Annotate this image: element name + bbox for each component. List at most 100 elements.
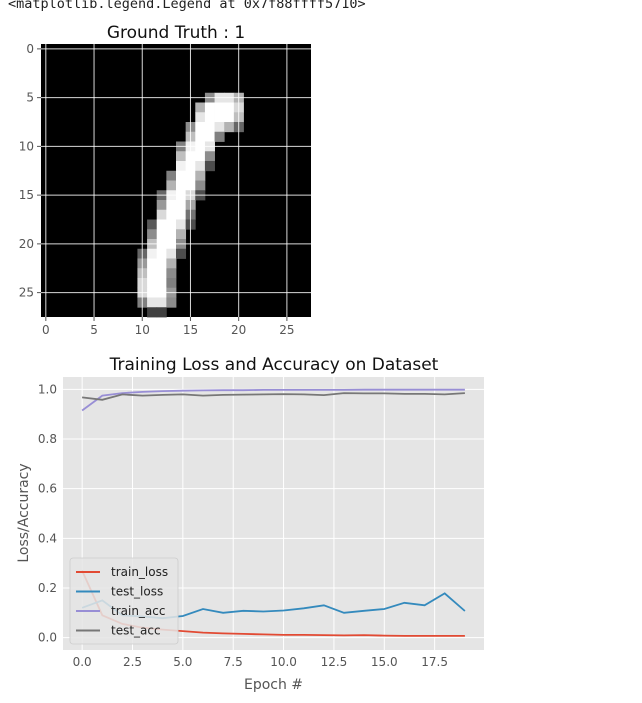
image-pixel bbox=[195, 151, 206, 162]
image-chart-title: Ground Truth : 1 bbox=[107, 23, 245, 43]
image-pixel bbox=[147, 258, 158, 269]
y-tick-label: 0.4 bbox=[38, 531, 57, 545]
image-pixel bbox=[156, 219, 167, 230]
image-pixel bbox=[176, 200, 187, 211]
image-pixel bbox=[166, 248, 177, 259]
image-y-tick-label: 15 bbox=[19, 188, 34, 202]
x-tick-label: 2.5 bbox=[123, 655, 142, 669]
cell-output-text: <matplotlib.legend.Legend at 0x7f88ffff5… bbox=[8, 0, 366, 12]
image-pixel bbox=[204, 122, 215, 133]
legend-label-test-acc: test_acc bbox=[111, 624, 161, 638]
image-x-tick-label: 25 bbox=[279, 323, 294, 337]
image-pixel bbox=[147, 268, 158, 279]
image-x-tick-label: 20 bbox=[231, 323, 246, 337]
image-pixel bbox=[204, 112, 215, 123]
image-pixel bbox=[214, 102, 225, 113]
image-pixel bbox=[214, 112, 225, 123]
x-tick-label: 5.0 bbox=[173, 655, 192, 669]
x-tick-label: 17.5 bbox=[421, 655, 448, 669]
image-pixel bbox=[147, 297, 158, 308]
legend-label-train-acc: train_acc bbox=[111, 604, 165, 618]
image-pixel bbox=[147, 307, 158, 318]
image-pixel bbox=[176, 180, 187, 191]
ground-truth-image-chart: Ground Truth : 1 0 5 10 15 20 25 0 5 10 15 20 25 bbox=[19, 23, 311, 337]
image-pixel bbox=[166, 180, 177, 191]
image-pixel bbox=[166, 268, 177, 279]
image-pixel bbox=[156, 268, 167, 279]
image-y-tick-label: 5 bbox=[26, 91, 34, 105]
image-pixel bbox=[204, 151, 215, 162]
image-x-tick-label: 10 bbox=[135, 323, 150, 337]
chart-legend: train_loss test_loss train_acc test_acc bbox=[69, 557, 179, 645]
image-pixel bbox=[166, 258, 177, 269]
image-pixel bbox=[195, 122, 206, 133]
image-pixel bbox=[166, 200, 177, 211]
image-x-tick-label: 5 bbox=[90, 323, 98, 337]
image-pixel bbox=[224, 102, 235, 113]
image-pixel bbox=[156, 229, 167, 240]
y-tick-label: 0.2 bbox=[38, 581, 57, 595]
legend-box bbox=[69, 557, 179, 645]
image-plot-area: 0 5 10 15 20 25 0 5 10 15 20 25 bbox=[19, 42, 311, 337]
image-pixel bbox=[176, 219, 187, 230]
image-pixel bbox=[166, 170, 177, 181]
x-tick-label: 12.5 bbox=[321, 655, 348, 669]
image-pixel bbox=[176, 170, 187, 181]
image-pixel bbox=[224, 122, 235, 133]
image-pixel bbox=[176, 161, 187, 172]
series-line-train-acc bbox=[81, 388, 465, 412]
image-pixel bbox=[195, 131, 206, 142]
legend-label-train-loss: train_loss bbox=[111, 565, 168, 579]
image-pixel bbox=[147, 248, 158, 259]
image-pixel bbox=[176, 248, 187, 259]
y-axis-label: Loss/Accuracy bbox=[16, 463, 32, 562]
image-pixel bbox=[204, 131, 215, 142]
line-chart-title: Training Loss and Accuracy on Dataset bbox=[109, 355, 439, 375]
image-pixel bbox=[156, 200, 167, 211]
image-pixel bbox=[166, 209, 177, 220]
image-y-tick-label: 10 bbox=[19, 139, 34, 153]
image-pixel bbox=[166, 219, 177, 230]
image-pixel bbox=[156, 209, 167, 220]
x-tick-label: 15.0 bbox=[371, 655, 398, 669]
image-x-tick-label: 0 bbox=[42, 323, 50, 337]
series-line-test-acc bbox=[81, 392, 465, 401]
image-pixel bbox=[166, 229, 177, 240]
image-pixel bbox=[195, 170, 206, 181]
image-y-tick-label: 0 bbox=[26, 42, 34, 56]
image-y-tick-label: 20 bbox=[19, 237, 34, 251]
image-pixel bbox=[214, 131, 225, 142]
image-x-tick-label: 15 bbox=[183, 323, 198, 337]
image-pixel bbox=[176, 151, 187, 162]
x-axis-label: Epoch # bbox=[244, 677, 303, 693]
image-pixel bbox=[156, 258, 167, 269]
image-pixel bbox=[204, 161, 215, 172]
legend-label-test-loss: test_loss bbox=[111, 585, 163, 599]
y-tick-label: 1.0 bbox=[38, 382, 57, 396]
image-pixel bbox=[156, 248, 167, 259]
image-pixel bbox=[204, 102, 215, 113]
x-tick-label: 0.0 bbox=[73, 655, 92, 669]
y-tick-label: 0.6 bbox=[38, 482, 57, 496]
image-pixel bbox=[195, 112, 206, 123]
image-pixel bbox=[195, 102, 206, 113]
training-line-chart: Training Loss and Accuracy on Dataset 0.… bbox=[16, 355, 484, 693]
image-pixel bbox=[147, 219, 158, 230]
image-pixel bbox=[176, 229, 187, 240]
y-tick-label: 0.0 bbox=[38, 631, 57, 645]
image-pixel bbox=[147, 278, 158, 289]
image-y-tick-label: 25 bbox=[19, 286, 34, 300]
image-pixel bbox=[176, 209, 187, 220]
image-pixel bbox=[156, 278, 167, 289]
image-pixel bbox=[224, 112, 235, 123]
image-pixel bbox=[214, 122, 225, 133]
image-pixel bbox=[195, 180, 206, 191]
image-pixel bbox=[156, 307, 167, 318]
x-tick-label: 10.0 bbox=[270, 655, 297, 669]
x-tick-label: 7.5 bbox=[224, 655, 243, 669]
image-pixel bbox=[166, 278, 177, 289]
image-pixel bbox=[156, 297, 167, 308]
y-tick-label: 0.8 bbox=[38, 432, 57, 446]
image-pixel bbox=[147, 229, 158, 240]
